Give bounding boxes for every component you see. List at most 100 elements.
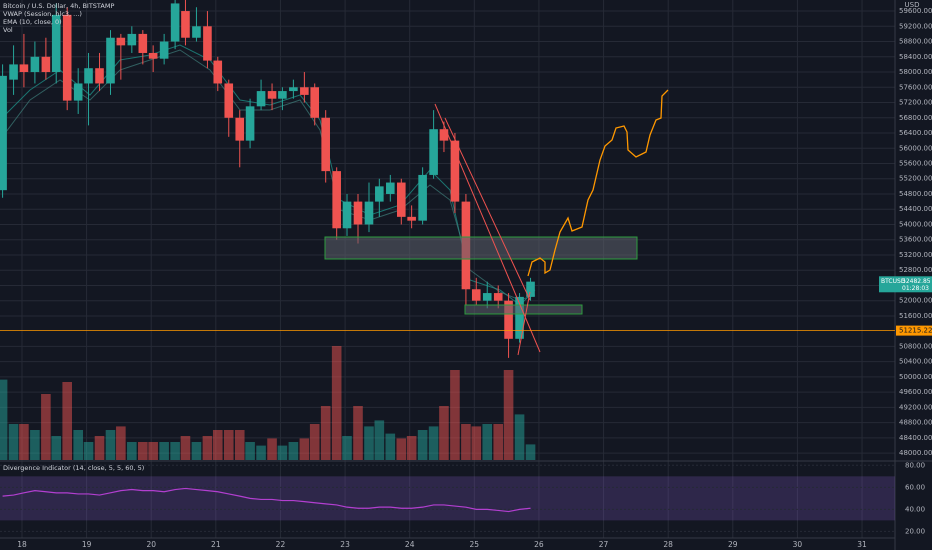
volume-bar <box>127 442 137 460</box>
candle-body <box>170 3 180 42</box>
volume-bar <box>148 442 158 460</box>
y-tick-label: 57600.00 <box>899 83 932 91</box>
x-tick-label: 20 <box>146 540 156 549</box>
volume-bar <box>191 442 202 460</box>
x-tick-label: 29 <box>728 540 738 549</box>
volume-bar <box>105 430 116 460</box>
y-tick-label: 54800.00 <box>899 190 932 198</box>
y-tick-label: 54400.00 <box>899 205 932 213</box>
volume-bar <box>8 424 19 460</box>
candle-body <box>396 182 406 217</box>
indicator-title: Divergence Indicator (14, close, 5, 5, 6… <box>3 464 144 472</box>
y-tick-label: 58800.00 <box>899 38 932 46</box>
volume-bar <box>212 430 223 460</box>
candle-body <box>493 293 503 301</box>
candle-body <box>515 296 524 339</box>
candle-body <box>41 56 51 73</box>
volume-bar <box>342 436 352 460</box>
candle-body <box>482 293 492 301</box>
volume-bar <box>170 442 180 460</box>
candle-body <box>19 64 29 73</box>
candle-body <box>267 91 277 99</box>
candle-body <box>450 140 460 202</box>
candle-body <box>116 37 126 46</box>
y-tick-label: 51600.00 <box>899 312 932 320</box>
y-tick-label: 53200.00 <box>899 251 932 259</box>
alert-label: 51215.22 <box>899 327 932 335</box>
candle-body <box>84 68 93 84</box>
volume-bar <box>256 445 266 460</box>
candle-body <box>73 83 83 101</box>
x-tick-label: 21 <box>211 540 221 549</box>
volume-bar <box>396 438 407 460</box>
candle-body <box>203 26 212 61</box>
y-tick-label: 48000.00 <box>899 449 932 457</box>
volume-bar <box>94 436 105 460</box>
candle-body <box>300 87 309 95</box>
candle-body <box>0 75 7 191</box>
candle-body <box>9 64 18 80</box>
volume-bar <box>51 436 62 460</box>
x-tick-label: 23 <box>340 540 350 549</box>
candle-body <box>526 281 535 297</box>
indicator-line <box>2 487 531 513</box>
legend-line: VWAP (Session, hlc3, ...) <box>3 10 82 18</box>
indicator-band <box>0 476 895 521</box>
candle-body <box>235 117 245 141</box>
volume-bar <box>30 430 40 460</box>
last-price-tag <box>879 276 932 293</box>
y-tick-label: 54000.00 <box>899 220 932 228</box>
candle-body <box>471 289 481 301</box>
volume-bar <box>277 445 288 460</box>
x-tick-label: 24 <box>405 540 415 549</box>
candle-body <box>278 91 287 99</box>
candle-body <box>342 201 352 229</box>
candle-body <box>310 87 320 118</box>
candle-body <box>30 56 40 73</box>
y-tick-label: 49600.00 <box>899 388 932 396</box>
volume-bar <box>385 433 396 460</box>
candle-body <box>386 182 395 194</box>
y-tick-label: 50400.00 <box>899 358 932 366</box>
x-tick-label: 31 <box>857 540 867 549</box>
y-tick-label: 50000.00 <box>899 373 932 381</box>
x-tick-label: 28 <box>663 540 673 549</box>
volume-bar <box>320 406 331 460</box>
y-tick-label: 56800.00 <box>899 114 932 122</box>
y-tick-label: 55600.00 <box>899 159 932 167</box>
volume-bar <box>428 426 439 460</box>
volume-bar <box>234 430 245 460</box>
candle-body <box>332 171 341 229</box>
indicator-tick-label: 20.00 <box>905 527 925 535</box>
candle-body <box>321 117 330 172</box>
volume-bar <box>223 430 234 460</box>
y-tick-label: 58400.00 <box>899 53 932 61</box>
volume-bar <box>138 442 148 460</box>
volume-bar <box>514 414 525 460</box>
x-tick-label: 27 <box>599 540 609 549</box>
candle-body <box>181 11 190 38</box>
candle-body <box>429 129 438 175</box>
chart-title: Bitcoin / U.S. Dollar, 4h, BITSTAMP <box>3 2 114 10</box>
candle-body <box>364 201 374 225</box>
y-tick-label: 48400.00 <box>899 434 932 442</box>
trend-line <box>444 117 531 301</box>
x-tick-label: 26 <box>534 540 544 549</box>
volume-bar <box>374 420 385 460</box>
legend-line: EMA (10, close, 0) <box>3 18 62 26</box>
x-tick-label: 25 <box>470 540 480 549</box>
indicator-tick-label: 80.00 <box>905 461 925 469</box>
label-layer: 48000.00 48400.00 48800.00 49200.00 49600.00… <box>0 7 932 549</box>
y-tick-label: 50800.00 <box>899 342 932 350</box>
volume-bar <box>73 430 83 460</box>
candle-body <box>127 33 137 46</box>
volume-bar <box>83 442 94 460</box>
candle-body <box>148 52 158 59</box>
candle-body <box>192 26 201 38</box>
symbol-label: BTCUSD <box>881 278 906 285</box>
y-tick-label: 58000.00 <box>899 68 932 76</box>
indicator-tick-label: 60.00 <box>905 483 925 491</box>
candle-body <box>159 41 169 59</box>
volume-bar <box>493 424 504 460</box>
volume-bar <box>245 442 255 460</box>
